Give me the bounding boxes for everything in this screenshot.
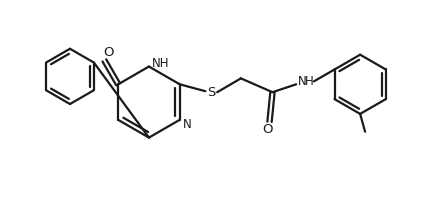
Text: N: N <box>183 118 191 131</box>
Text: O: O <box>103 46 113 59</box>
Text: O: O <box>261 123 272 136</box>
Text: N: N <box>297 75 306 88</box>
Text: S: S <box>207 86 215 99</box>
Text: H: H <box>304 75 313 88</box>
Text: NH: NH <box>152 57 169 70</box>
